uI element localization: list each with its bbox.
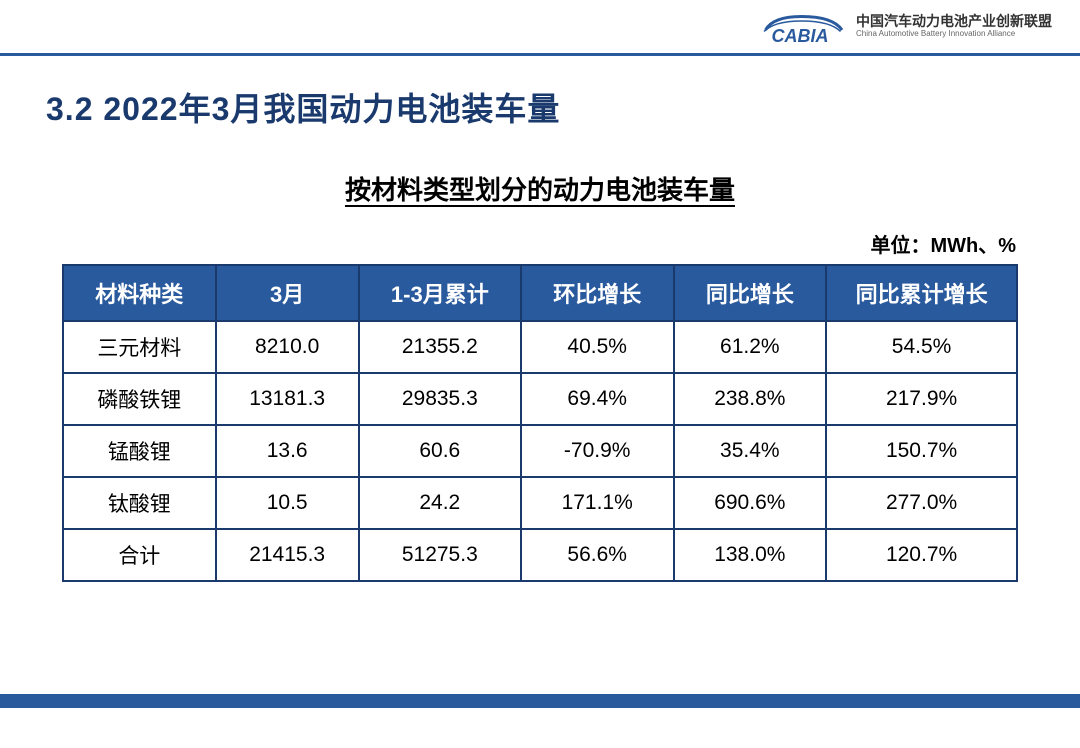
cell-material: 锰酸锂 — [63, 425, 216, 477]
table-row: 钛酸锂 10.5 24.2 171.1% 690.6% 277.0% — [63, 477, 1017, 529]
cell-value: 13181.3 — [216, 373, 359, 425]
cell-material: 磷酸铁锂 — [63, 373, 216, 425]
col-q1-cum: 1-3月累计 — [359, 265, 521, 321]
cell-value: 35.4% — [674, 425, 827, 477]
cell-value: 690.6% — [674, 477, 827, 529]
table-row: 磷酸铁锂 13181.3 29835.3 69.4% 238.8% 217.9% — [63, 373, 1017, 425]
cell-value: -70.9% — [521, 425, 674, 477]
cell-value: 40.5% — [521, 321, 674, 373]
cabia-logo-icon: CABIA — [758, 8, 848, 46]
cell-value: 21355.2 — [359, 321, 521, 373]
cell-value: 54.5% — [826, 321, 1017, 373]
cell-value: 13.6 — [216, 425, 359, 477]
col-material: 材料种类 — [63, 265, 216, 321]
col-yoy-cum: 同比累计增长 — [826, 265, 1017, 321]
col-yoy: 同比增长 — [674, 265, 827, 321]
table-row: 三元材料 8210.0 21355.2 40.5% 61.2% 54.5% — [63, 321, 1017, 373]
cell-material: 钛酸锂 — [63, 477, 216, 529]
page-title: 3.2 2022年3月我国动力电池装车量 — [0, 56, 1080, 130]
cell-value: 138.0% — [674, 529, 827, 581]
logo: CABIA 中国汽车动力电池产业创新联盟 China Automotive Ba… — [758, 8, 1052, 46]
cell-value: 60.6 — [359, 425, 521, 477]
cell-value: 120.7% — [826, 529, 1017, 581]
cell-value: 61.2% — [674, 321, 827, 373]
cell-material: 三元材料 — [63, 321, 216, 373]
cell-value: 24.2 — [359, 477, 521, 529]
cell-value: 8210.0 — [216, 321, 359, 373]
cell-value: 21415.3 — [216, 529, 359, 581]
table-row: 锰酸锂 13.6 60.6 -70.9% 35.4% 150.7% — [63, 425, 1017, 477]
svg-text:CABIA: CABIA — [772, 26, 829, 46]
org-name-en: China Automotive Battery Innovation Alli… — [856, 30, 1052, 39]
cell-value: 150.7% — [826, 425, 1017, 477]
table-title: 按材料类型划分的动力电池装车量 — [0, 170, 1080, 207]
cell-value: 56.6% — [521, 529, 674, 581]
cell-value: 69.4% — [521, 373, 674, 425]
table-body: 三元材料 8210.0 21355.2 40.5% 61.2% 54.5% 磷酸… — [63, 321, 1017, 581]
logo-text: 中国汽车动力电池产业创新联盟 China Automotive Battery … — [856, 14, 1052, 38]
col-march: 3月 — [216, 265, 359, 321]
cell-material: 合计 — [63, 529, 216, 581]
data-table-wrap: 材料种类 3月 1-3月累计 环比增长 同比增长 同比累计增长 三元材料 821… — [0, 264, 1080, 582]
cell-value: 10.5 — [216, 477, 359, 529]
footer-bar — [0, 694, 1080, 708]
cell-value: 238.8% — [674, 373, 827, 425]
col-mom: 环比增长 — [521, 265, 674, 321]
cell-value: 217.9% — [826, 373, 1017, 425]
cell-value: 29835.3 — [359, 373, 521, 425]
material-table: 材料种类 3月 1-3月累计 环比增长 同比增长 同比累计增长 三元材料 821… — [62, 264, 1018, 582]
cell-value: 171.1% — [521, 477, 674, 529]
unit-label: 单位：MWh、% — [0, 229, 1080, 264]
table-header-row: 材料种类 3月 1-3月累计 环比增长 同比增长 同比累计增长 — [63, 265, 1017, 321]
page-header: CABIA 中国汽车动力电池产业创新联盟 China Automotive Ba… — [0, 0, 1080, 56]
org-name-cn: 中国汽车动力电池产业创新联盟 — [856, 14, 1052, 29]
cell-value: 277.0% — [826, 477, 1017, 529]
table-row-total: 合计 21415.3 51275.3 56.6% 138.0% 120.7% — [63, 529, 1017, 581]
cell-value: 51275.3 — [359, 529, 521, 581]
